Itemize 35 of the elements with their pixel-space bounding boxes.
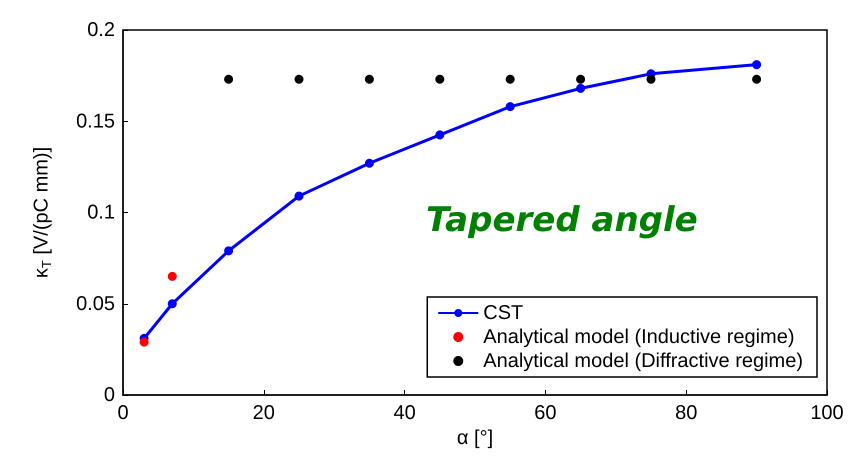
- point: [752, 74, 762, 84]
- point: [224, 74, 234, 84]
- point: [506, 74, 515, 84]
- point: [168, 272, 177, 281]
- point: [294, 74, 304, 84]
- legend-label: CST: [483, 302, 524, 324]
- y-tick-label: 0.2: [87, 19, 115, 41]
- point: [752, 60, 762, 70]
- legend-label: Analytical model (Inductive regime): [483, 326, 795, 348]
- point: [435, 74, 444, 84]
- x-axis-title: α [°]: [456, 426, 494, 449]
- y-tick-label: 0.05: [76, 292, 115, 315]
- point: [364, 74, 374, 84]
- point: [646, 74, 656, 84]
- x-tick-label: 80: [675, 402, 698, 424]
- x-tick-label: 100: [810, 402, 844, 424]
- x-tick-label: 0: [117, 402, 129, 424]
- x-tick-label: 60: [534, 402, 557, 424]
- y-tick-label: 0.1: [87, 202, 115, 224]
- y-tick-label: 0.15: [76, 110, 115, 132]
- legend-label: Analytical model (Diffractive regime): [483, 350, 804, 372]
- point: [168, 299, 177, 308]
- point: [576, 74, 586, 84]
- x-tick-label: 20: [252, 402, 275, 424]
- point: [294, 192, 304, 201]
- point: [576, 84, 586, 93]
- y-axis-title: κT [V/(pC mm)]: [30, 146, 54, 278]
- point: [224, 246, 234, 256]
- point: [506, 102, 515, 112]
- x-tick-label: 40: [393, 402, 416, 424]
- point: [364, 158, 374, 168]
- point: [140, 338, 149, 347]
- point: [435, 130, 444, 140]
- y-tick-label: 0: [104, 384, 115, 406]
- annotation: Tapered angle: [426, 200, 698, 240]
